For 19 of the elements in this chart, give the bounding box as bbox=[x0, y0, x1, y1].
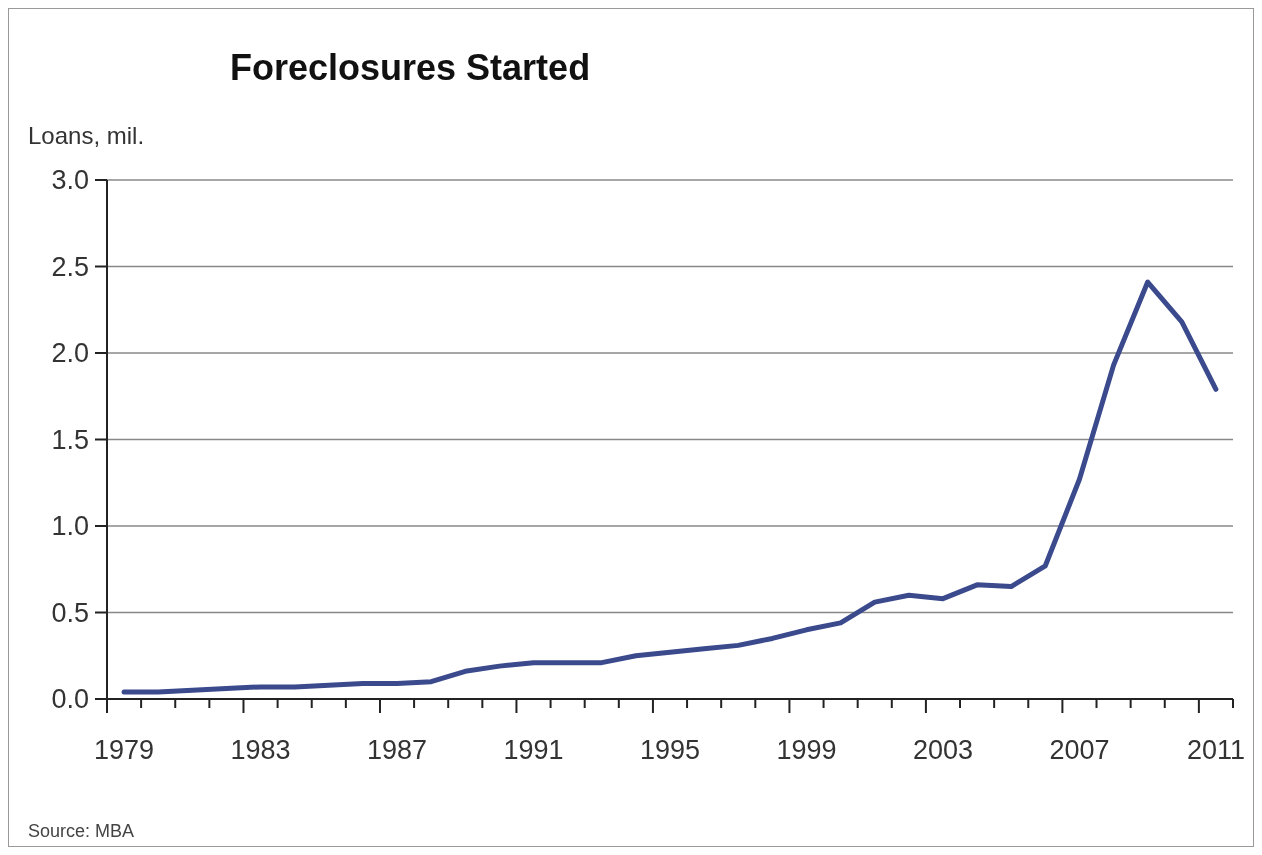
y-tick-label: 1.0 bbox=[51, 511, 89, 542]
source-note: Source: MBA bbox=[28, 821, 135, 841]
y-tick-label: 0.0 bbox=[51, 684, 89, 715]
x-tick-label: 2003 bbox=[912, 735, 974, 765]
y-tick-label: 2.5 bbox=[51, 251, 89, 282]
x-tick-label: 2011 bbox=[1186, 735, 1245, 765]
y-tick-label: 2.0 bbox=[51, 338, 89, 369]
y-tick-label: 0.5 bbox=[51, 597, 89, 628]
x-tick-label: 2007 bbox=[1049, 735, 1110, 765]
x-tick-label: 1995 bbox=[639, 735, 701, 765]
y-tick-label: 3.0 bbox=[51, 165, 89, 196]
chart-title: Foreclosures Started bbox=[230, 47, 591, 88]
x-tick-label: 1999 bbox=[776, 735, 837, 765]
x-tick-label: 1979 bbox=[94, 735, 155, 765]
x-tick-label: 1983 bbox=[230, 735, 291, 765]
x-tick-label: 1987 bbox=[366, 735, 428, 765]
x-tick-label: 1991 bbox=[503, 735, 564, 765]
y-axis-title: Loans, mil. bbox=[28, 122, 145, 149]
y-tick-label: 1.5 bbox=[51, 424, 89, 455]
